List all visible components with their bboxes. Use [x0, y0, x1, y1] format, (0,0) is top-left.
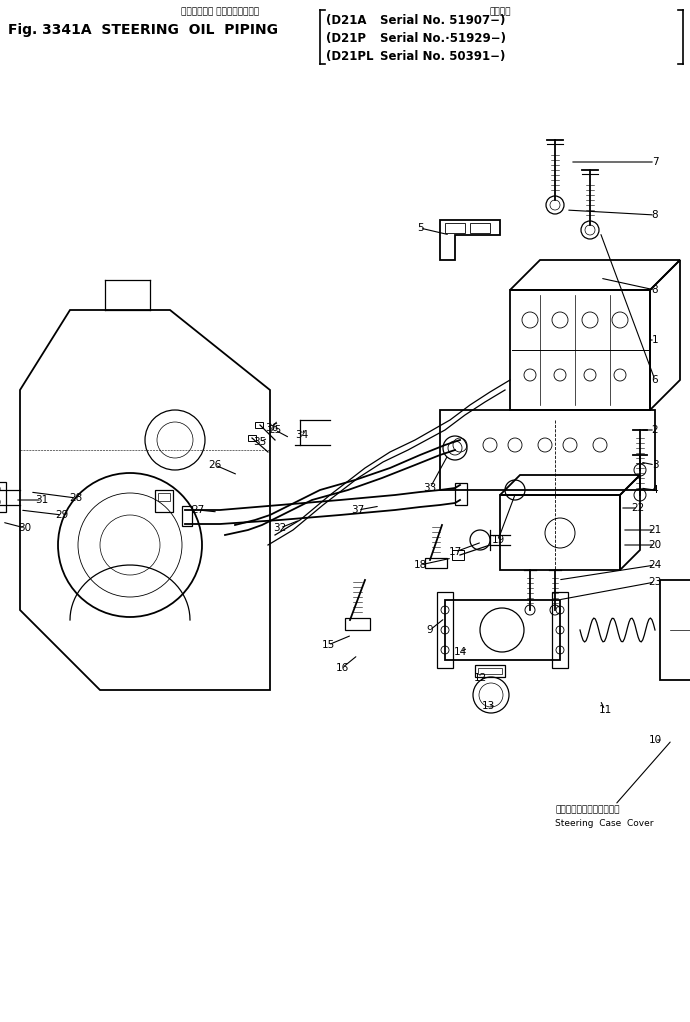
Text: Steering  Case  Cover: Steering Case Cover — [555, 819, 653, 828]
Text: 36: 36 — [266, 423, 279, 433]
Text: 4: 4 — [651, 485, 658, 495]
Text: 21: 21 — [649, 525, 662, 535]
Bar — [425, 558, 447, 568]
Text: 3: 3 — [651, 460, 658, 470]
Bar — [182, 506, 192, 526]
Text: 5: 5 — [417, 223, 423, 233]
Text: 7: 7 — [651, 157, 658, 167]
Text: 24: 24 — [649, 560, 662, 570]
Text: 14: 14 — [453, 647, 466, 657]
Text: 22: 22 — [631, 503, 644, 513]
Bar — [452, 550, 464, 560]
Bar — [440, 410, 655, 490]
Text: (D21P: (D21P — [326, 32, 370, 45]
Text: 25: 25 — [268, 425, 282, 435]
Text: 17: 17 — [448, 547, 462, 557]
Text: 33: 33 — [424, 483, 437, 493]
Bar — [500, 495, 620, 570]
Text: 35: 35 — [253, 437, 266, 447]
Text: 32: 32 — [273, 523, 286, 533]
Text: ステアリングケースカバー: ステアリングケースカバー — [555, 805, 620, 814]
Text: Serial No.·51929−): Serial No.·51929−) — [380, 32, 506, 45]
Text: (D21PL: (D21PL — [326, 50, 373, 63]
Text: 9: 9 — [426, 625, 433, 635]
Text: 10: 10 — [649, 735, 662, 745]
Text: 6: 6 — [651, 375, 658, 385]
Text: Serial No. 50391−): Serial No. 50391−) — [380, 50, 505, 63]
Text: 20: 20 — [649, 540, 662, 550]
Text: ステアリング オイルパイピング: ステアリング オイルパイピング — [181, 7, 259, 16]
Bar — [158, 493, 170, 501]
Text: 26: 26 — [208, 460, 221, 470]
Text: (D21A: (D21A — [326, 14, 371, 27]
Bar — [510, 290, 650, 410]
Bar — [475, 665, 505, 677]
Text: 15: 15 — [322, 640, 335, 650]
Text: Fig. 3341A  STEERING  OIL  PIPING: Fig. 3341A STEERING OIL PIPING — [8, 24, 278, 37]
Text: 37: 37 — [351, 505, 364, 515]
Text: 23: 23 — [649, 577, 662, 587]
Text: 12: 12 — [473, 673, 486, 683]
Bar — [445, 223, 465, 233]
Text: 1: 1 — [651, 335, 658, 345]
Text: 8: 8 — [651, 210, 658, 220]
Bar — [0, 482, 6, 512]
Text: 16: 16 — [335, 663, 348, 673]
Text: 34: 34 — [295, 430, 308, 440]
Text: 28: 28 — [70, 493, 83, 503]
Bar — [248, 435, 256, 442]
Text: 適用機種: 適用機種 — [490, 7, 511, 16]
Bar — [470, 223, 490, 233]
Text: 11: 11 — [598, 705, 611, 715]
Bar — [478, 668, 502, 673]
Text: 29: 29 — [55, 510, 68, 520]
Bar — [437, 592, 453, 668]
Text: Serial No. 51907−): Serial No. 51907−) — [380, 14, 505, 27]
Text: 31: 31 — [35, 495, 48, 505]
Bar — [455, 483, 467, 505]
Bar — [255, 422, 263, 428]
Bar — [155, 490, 173, 512]
Text: 30: 30 — [19, 523, 32, 533]
Text: 18: 18 — [413, 560, 426, 570]
Text: 2: 2 — [651, 425, 658, 435]
Text: 8: 8 — [651, 285, 658, 295]
Bar — [345, 618, 370, 630]
Text: 27: 27 — [191, 505, 205, 515]
Text: 19: 19 — [491, 535, 504, 545]
Bar — [445, 600, 560, 660]
Bar — [552, 592, 568, 668]
Text: 13: 13 — [482, 701, 495, 711]
